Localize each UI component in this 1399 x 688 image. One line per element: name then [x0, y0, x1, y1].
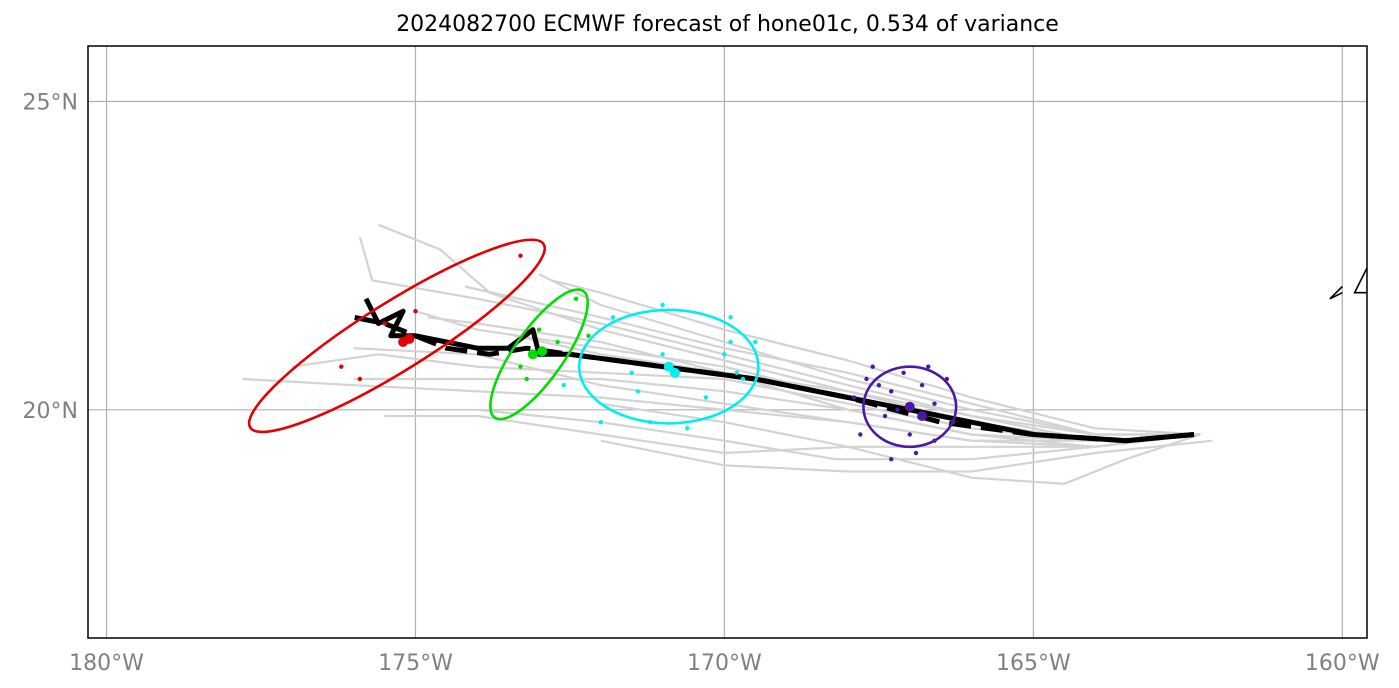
cluster-point: [450, 339, 455, 345]
cluster-point: [864, 376, 869, 382]
ensemble-track: [464, 285, 1201, 436]
cluster-point: [413, 308, 418, 314]
cluster-point: [635, 389, 641, 394]
cluster-point: [685, 426, 690, 431]
x-tick-label: 180°W: [69, 651, 144, 676]
cluster-point: [728, 339, 733, 345]
cluster-point: [913, 450, 919, 456]
cluster-point: [518, 364, 523, 369]
y-tick-label: 25°N: [23, 91, 78, 116]
cluster-point: [876, 382, 882, 388]
cluster-point: [669, 367, 680, 378]
cluster-point: [917, 411, 928, 421]
cluster-point: [904, 401, 915, 412]
plot-frame: [87, 45, 1368, 639]
cluster-point: [357, 376, 363, 382]
cluster-point: [882, 413, 888, 419]
map-title: 2024082700 ECMWF forecast of hone01c, 0.…: [396, 12, 1059, 37]
cluster-point: [901, 370, 906, 376]
cluster-ellipse: [247, 238, 547, 434]
cluster-point: [663, 361, 674, 372]
coastline: [1329, 267, 1367, 300]
cluster-point: [660, 302, 665, 308]
mean-tracks: [353, 297, 1195, 444]
cluster-point: [919, 382, 925, 388]
cluster-ellipse: [577, 308, 760, 425]
x-tick-label: 170°W: [687, 651, 762, 676]
ensemble-track: [551, 279, 1201, 436]
cluster-point: [851, 395, 857, 400]
cluster-point: [524, 376, 529, 382]
cluster-point: [555, 339, 560, 345]
cluster-point: [610, 315, 616, 320]
cluster-point: [573, 296, 579, 302]
clusters: [247, 238, 958, 462]
cluster-point: [536, 327, 542, 332]
cluster-point: [586, 333, 591, 339]
cluster-ellipse: [489, 288, 590, 421]
cluster-point: [944, 376, 950, 382]
cluster-point: [339, 364, 344, 369]
cluster-point: [561, 382, 566, 388]
cluster-point: [518, 253, 523, 258]
cluster-point: [527, 349, 538, 360]
x-tick-label: 165°W: [996, 651, 1071, 676]
cluster-point: [703, 395, 709, 400]
cluster-point: [537, 346, 548, 357]
cluster-point: [858, 432, 863, 437]
ensemble-track: [427, 316, 1201, 448]
cluster-point: [629, 370, 634, 376]
ensemble-track: [600, 439, 1213, 473]
cluster-point: [753, 339, 758, 345]
cluster-point: [889, 456, 894, 462]
cluster-point: [932, 401, 937, 406]
ensemble-tracks: [242, 223, 1213, 485]
cluster-point: [728, 315, 733, 320]
cluster-point: [722, 352, 727, 357]
coastline-segment: [1329, 285, 1343, 300]
cluster-point: [950, 419, 956, 425]
ensemble-track: [600, 402, 1201, 485]
mean-track: [363, 297, 1195, 444]
cluster-point: [734, 370, 739, 376]
axis-tick-labels: 180°W 175°W 170°W 165°W 160°W 20°N 25°N: [23, 91, 1380, 677]
cluster-ellipse: [862, 365, 958, 449]
cluster-point: [648, 419, 653, 425]
cluster-point: [740, 376, 746, 382]
cluster-point: [382, 321, 387, 326]
y-tick-label: 20°N: [23, 399, 78, 424]
cluster-point: [598, 419, 604, 425]
cluster-point: [926, 364, 931, 369]
x-tick-label: 175°W: [378, 651, 453, 676]
ensemble-track: [353, 347, 1201, 442]
cluster-point: [660, 352, 665, 357]
ensemble-track: [514, 334, 1201, 436]
cluster-point: [889, 389, 894, 394]
cluster-point: [932, 438, 937, 443]
cluster-point: [870, 364, 875, 369]
cluster-point: [398, 337, 409, 347]
coastline-segment: [1353, 267, 1367, 294]
x-tick-label: 160°W: [1305, 651, 1380, 676]
cluster-point: [907, 432, 912, 437]
cluster-point: [895, 407, 900, 413]
